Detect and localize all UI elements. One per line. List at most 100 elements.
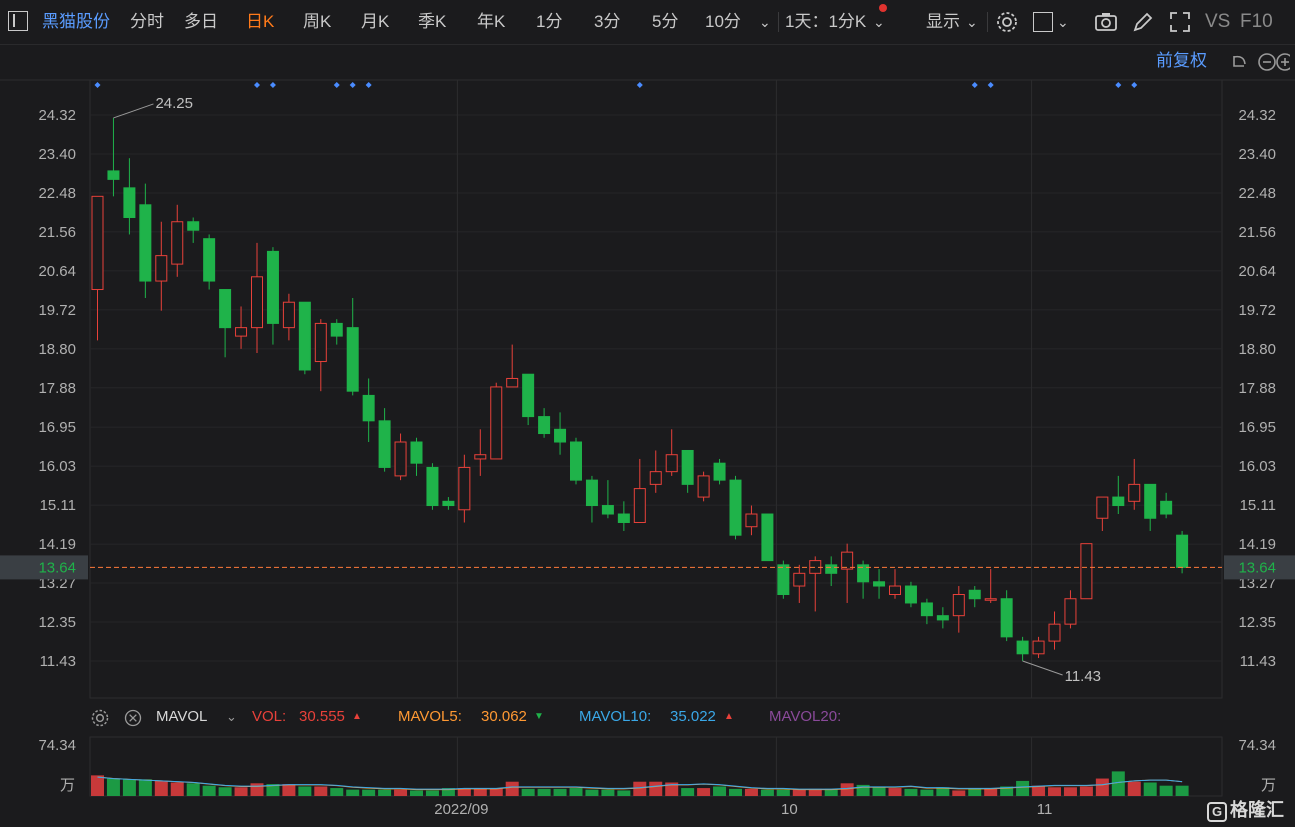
candle-body [362,394,375,422]
candle-body [378,420,391,468]
volume-bar [1032,785,1046,796]
display-menu[interactable]: 显示 [926,12,960,31]
f10-button[interactable]: F10 [1240,11,1273,32]
event-marker [1131,82,1138,88]
tab-weekly-k[interactable]: 周K [303,12,332,31]
tab-daily-k[interactable]: 日K [246,12,275,31]
event-marker [987,82,994,88]
fullscreen-icon[interactable] [1168,10,1192,34]
tab-multi-day[interactable]: 多日 [184,12,218,31]
zoom-in-icon[interactable] [1276,53,1290,71]
candle-body [490,386,503,460]
tab-monthly-k[interactable]: 月K [361,12,390,31]
zoom-out-icon[interactable] [1258,53,1276,71]
x-tick-label: 2022/09 [434,801,488,818]
event-marker [636,82,643,88]
volume-bar [585,789,599,796]
candle-body [1128,483,1141,502]
tab-10min[interactable]: 10分 [705,12,741,31]
stock-name[interactable]: 黑猫股份 [42,12,110,31]
volume-bar [378,789,392,796]
event-marker [971,82,978,88]
chevron-down-icon[interactable]: ⌄ [966,14,978,30]
candle-body [139,204,152,282]
y-tick-label-right: 14.19 [1238,536,1276,553]
event-marker [349,82,356,88]
candle-body [410,441,423,464]
volume-bar [441,788,455,796]
y-tick-label-left: 16.03 [38,458,76,475]
candle-body [585,479,598,507]
volume-bar [569,788,583,796]
tab-3min[interactable]: 3分 [594,12,621,31]
current-price-label-right: 13.64 [1238,559,1276,576]
candle-body [601,505,614,515]
adjust-mode-button[interactable]: 前复权 [1156,51,1207,70]
candle-body [761,513,774,562]
vs-button[interactable]: VS [1205,11,1231,32]
candle-body [681,449,694,485]
event-marker [1115,82,1122,88]
watermark-logo: G 格隆汇 [1207,796,1284,822]
volume-bar [1159,785,1173,796]
layout-icon[interactable] [1033,12,1053,32]
candle-body [1112,496,1125,507]
volume-bar [425,790,439,796]
current-price-tag [1224,555,1295,580]
period-select[interactable]: 1天：1分K [785,12,867,31]
vol-label: VOL: [252,708,287,725]
candle-body [1160,500,1173,515]
volume-bar [346,789,360,796]
volume-bar [601,789,615,796]
candle-body [873,581,886,587]
y-tick-label-left: 19.72 [38,302,76,319]
gear-icon[interactable] [995,10,1019,34]
volume-bar [266,784,280,796]
tab-yearly-k[interactable]: 年K [477,12,506,31]
x-tick-label: 10 [781,801,798,818]
volume-bar [952,790,966,796]
undo-icon[interactable] [1233,55,1246,67]
candle-body [841,551,854,570]
indicator-select[interactable]: MAVOL [156,708,208,725]
y-tick-label-left: 23.40 [38,146,76,163]
kline-chart[interactable]: 24.32 24.32 23.40 23.40 22.48 22.48 21.56 21.56… [0,45,1295,827]
candle-body [538,416,551,435]
y-tick-label-right: 20.64 [1238,263,1276,280]
y-tick-label-right: 15.11 [1240,497,1276,514]
tab-5min[interactable]: 5分 [652,12,679,31]
candle-body [346,327,359,392]
volume-bar [888,788,902,796]
tab-1min[interactable]: 1分 [536,12,563,31]
sidebar-toggle-icon[interactable] [8,11,28,31]
candle-body [171,221,184,265]
candle-body [904,585,917,604]
candle-body [889,585,901,595]
candle-body [617,513,630,523]
gear-icon[interactable] [90,708,110,728]
y-tick-label-left: 14.19 [38,536,76,553]
candle-body [1080,543,1093,600]
divider [987,12,988,32]
low-label: 11.43 [1065,668,1101,685]
up-arrow-icon: ▲ [352,711,362,722]
candle-body [1016,640,1029,655]
candle-body [554,428,567,443]
close-icon[interactable] [123,708,143,728]
volume-bar [202,785,216,796]
event-marker [94,82,101,88]
tab-intraday[interactable]: 分时 [130,12,164,31]
candle-body [1176,534,1189,568]
chevron-down-icon[interactable]: ⌄ [226,709,237,724]
camera-icon[interactable] [1094,10,1118,34]
chevron-down-icon[interactable]: ⌄ [759,14,771,30]
y-tick-label-left: 20.64 [38,263,76,280]
candle-body [1048,623,1061,642]
chevron-down-icon[interactable]: ⌄ [1057,14,1069,30]
y-tick-label-left: 16.95 [38,419,76,436]
y-tick-label-right: 22.48 [1238,185,1276,202]
mavol10-value: 35.022 [670,708,716,725]
tab-quarterly-k[interactable]: 季K [418,12,447,31]
chevron-down-icon[interactable]: ⌄ [873,14,885,30]
pencil-icon[interactable] [1131,10,1155,34]
